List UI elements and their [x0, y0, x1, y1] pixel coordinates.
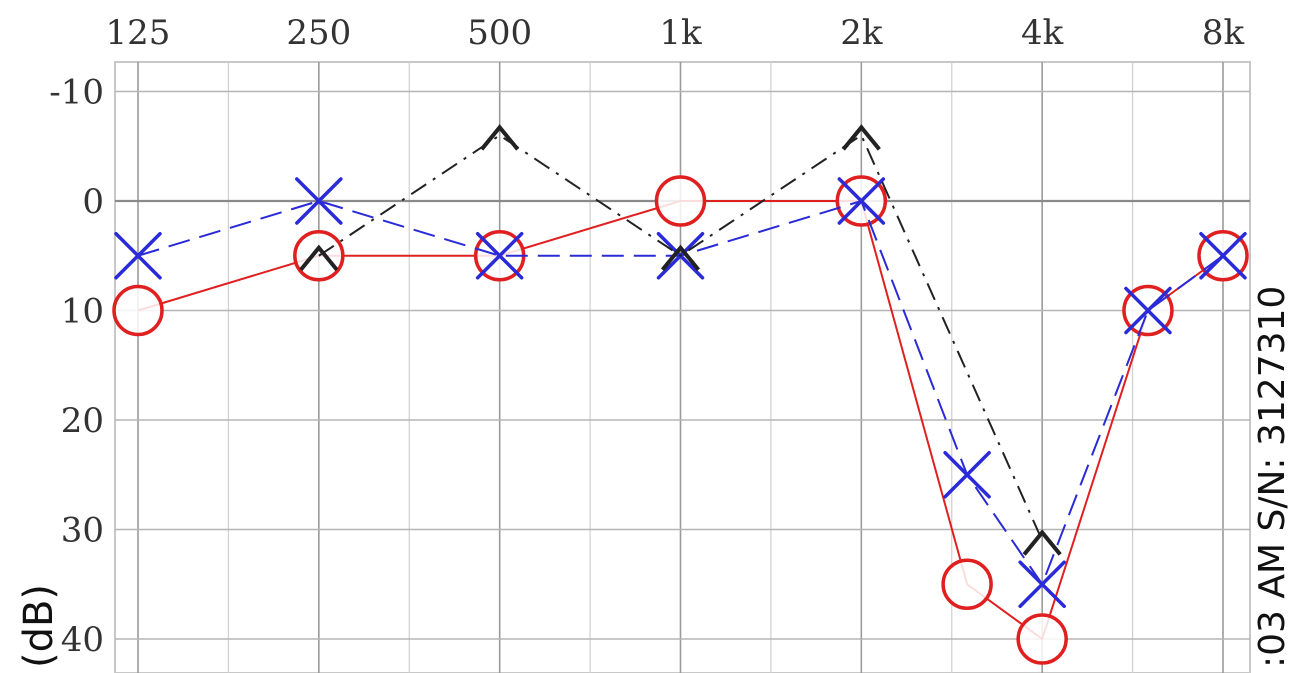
data-point-circle — [112, 284, 164, 337]
x-tick-labels: 125 250 500 1k 2k 4k 8k — [106, 13, 1245, 53]
y-tick-labels: -10 0 10 20 30 40 — [49, 73, 104, 661]
y-tick-label: 20 — [61, 401, 104, 441]
data-point-caret — [480, 124, 520, 151]
x-tick-label: 500 — [467, 13, 532, 53]
data-point-caret — [841, 124, 881, 151]
data-point-cross — [1018, 560, 1066, 608]
data-point-caret — [660, 244, 701, 272]
y-axis-label: (dB) — [16, 584, 62, 668]
y-tick-label: 10 — [61, 292, 104, 332]
plot-frame — [114, 61, 1251, 673]
data-point-cross — [837, 177, 886, 225]
data-point-circle — [941, 558, 993, 610]
data-point-cross — [295, 177, 343, 225]
data-point-circle — [1016, 613, 1068, 665]
data-point-cross — [114, 232, 162, 280]
x-tick-label: 1k — [659, 13, 702, 53]
data-point-cross — [1199, 232, 1247, 280]
y-tick-label: 30 — [61, 511, 104, 551]
series-cross — [114, 177, 1247, 608]
x-tick-label: 250 — [286, 13, 351, 53]
x-tick-label: 2k — [840, 13, 883, 53]
data-point-cross — [1124, 286, 1172, 335]
data-point-caret — [1022, 529, 1062, 556]
serial-number-text: :03 AM S/N: 3127310 — [1252, 286, 1293, 668]
y-tick-label: 0 — [82, 182, 104, 222]
grid — [114, 61, 1251, 673]
series-caret — [299, 124, 1062, 556]
data-point-cross — [475, 232, 524, 280]
y-tick-label: 40 — [61, 620, 104, 660]
data-point-caret — [299, 244, 339, 272]
x-tick-label: 4k — [1021, 13, 1064, 53]
data-point-circle — [654, 175, 707, 227]
y-tick-label: -10 — [49, 73, 104, 113]
series-group — [112, 124, 1249, 665]
x-tick-label: 8k — [1202, 13, 1245, 53]
x-tick-label: 125 — [106, 13, 171, 53]
series-line — [318, 133, 1044, 541]
data-point-cross — [943, 451, 991, 499]
